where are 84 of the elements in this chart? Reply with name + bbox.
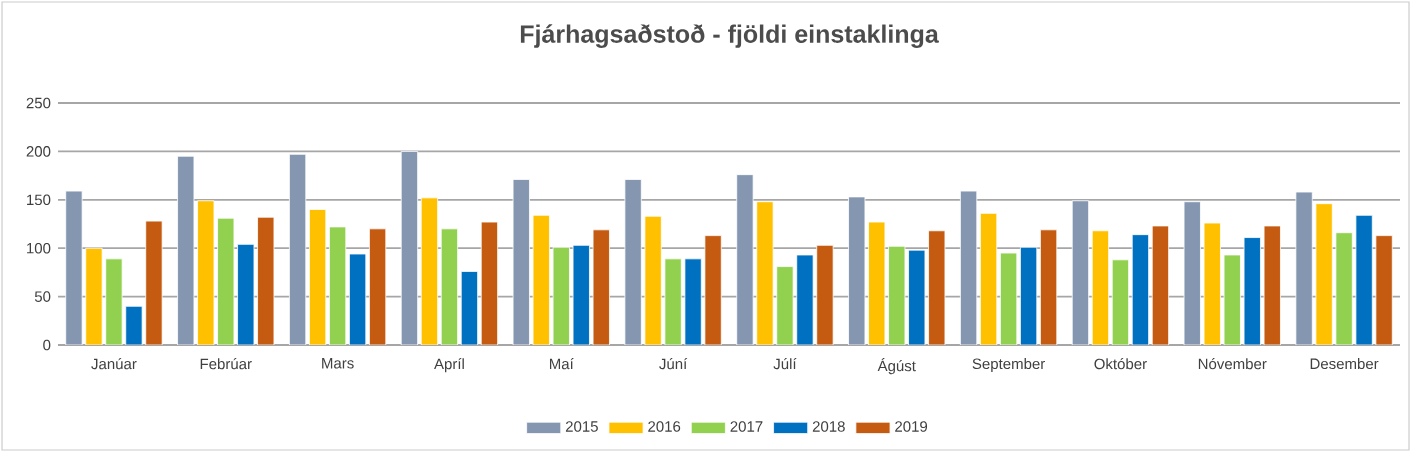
bar: [796, 254, 814, 345]
bar: [1223, 254, 1241, 345]
x-tick-label: Apríl: [434, 358, 464, 373]
bar: [816, 244, 834, 345]
bar: [369, 228, 387, 345]
chart-title: Fjárhagsaðstoð - fjöldi einstaklinga: [520, 24, 939, 48]
x-tick-label: Ágúst: [877, 358, 916, 375]
bar: [1131, 234, 1150, 345]
x-tick-label: September: [972, 358, 1046, 373]
bar: [309, 209, 327, 345]
x-tick-label: Nóvember: [1198, 358, 1267, 370]
legend-label: 2016: [648, 421, 681, 432]
y-tick-label: 150: [27, 194, 51, 206]
x-tick-label: Desember: [1310, 358, 1379, 370]
bar: [1243, 237, 1261, 345]
bar: [1263, 225, 1281, 345]
bar: [1020, 246, 1038, 345]
y-tick-label: 50: [34, 291, 51, 302]
bar: [289, 153, 307, 345]
legend-label: 2018: [812, 421, 845, 432]
bar: [480, 221, 499, 345]
x-tick-label: Mars: [322, 358, 354, 369]
legend-label: 2015: [565, 421, 598, 432]
bar: [65, 190, 83, 345]
bar: [1355, 214, 1373, 345]
bar: [776, 266, 794, 345]
y-tick-label: 0: [43, 339, 51, 351]
bar: [736, 174, 754, 345]
bar: [1335, 232, 1353, 345]
bar: [888, 245, 906, 345]
bar: [349, 253, 367, 345]
bar: [1315, 203, 1333, 345]
bar: [572, 244, 590, 345]
y-tick-label: 100: [27, 242, 51, 254]
x-tick-label: Janúar: [91, 358, 137, 370]
bar: [460, 271, 479, 345]
bar: [400, 151, 419, 345]
bar: [908, 249, 926, 345]
bar: [329, 226, 347, 345]
bar: [1203, 222, 1221, 345]
bar: [532, 214, 550, 345]
x-tick-label: Október: [1094, 358, 1147, 370]
bar: [552, 246, 570, 345]
bar: [257, 216, 275, 345]
bar: [1151, 225, 1170, 345]
y-tick-label: 250: [26, 97, 51, 109]
bar: [1295, 191, 1313, 345]
legend-label: 2019: [895, 421, 928, 432]
bar: [704, 235, 722, 345]
bar: [999, 252, 1018, 345]
bar: [664, 258, 682, 345]
bar: [928, 230, 946, 345]
x-tick-label: Júlí: [773, 358, 797, 370]
bar: [980, 212, 998, 345]
bar: [684, 258, 702, 345]
bar: [624, 179, 642, 345]
bar: [1111, 259, 1130, 345]
bar: [1091, 230, 1110, 345]
bar: [145, 220, 163, 345]
bar: [756, 201, 774, 345]
bar: [1183, 201, 1201, 345]
bar: [197, 200, 215, 345]
bar: [237, 243, 255, 345]
bar: [592, 229, 610, 345]
x-tick-label: Maí: [549, 358, 574, 370]
x-tick-label: Júní: [659, 358, 688, 370]
bar: [440, 228, 459, 345]
bar: [1039, 229, 1058, 345]
bar: [177, 155, 195, 345]
bar: [420, 197, 439, 345]
bar: [105, 258, 123, 345]
bar: [512, 179, 530, 345]
y-tick-label: 200: [26, 146, 51, 157]
bar: [85, 247, 103, 345]
bar: [959, 190, 978, 345]
bar: [848, 196, 866, 345]
bar: [1071, 200, 1090, 345]
bar: [125, 305, 143, 345]
bar: [868, 221, 886, 345]
x-tick-label: Febrúar: [200, 358, 252, 370]
bar: [217, 217, 235, 345]
bar: [644, 215, 662, 345]
legend-label: 2017: [730, 421, 763, 432]
bar: [1375, 235, 1393, 345]
